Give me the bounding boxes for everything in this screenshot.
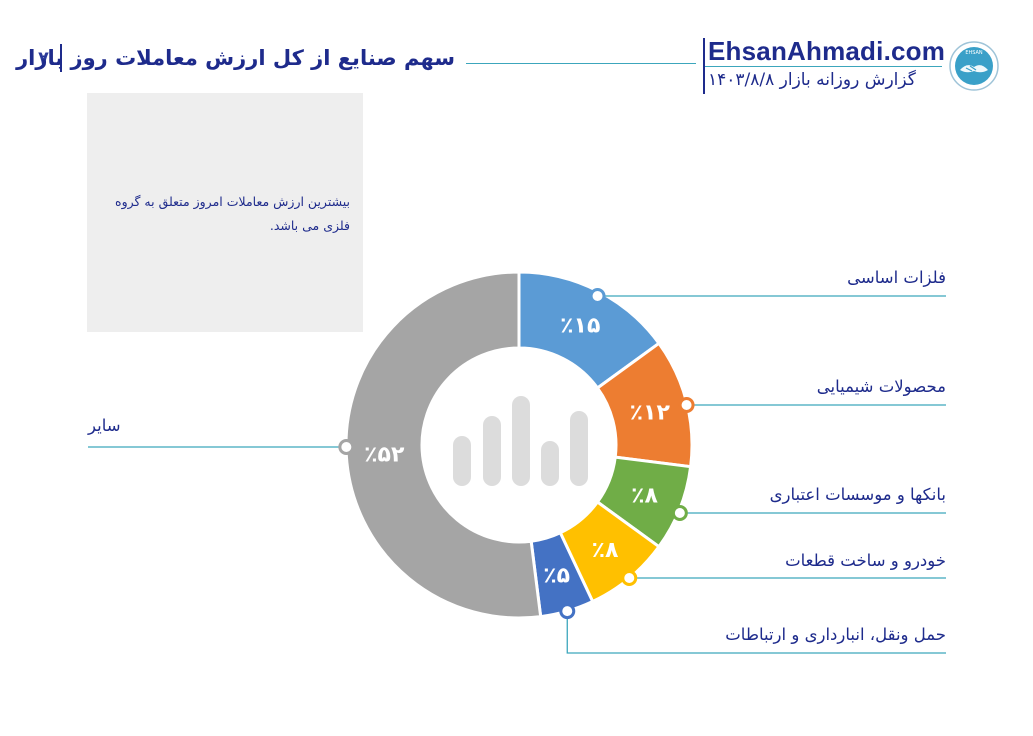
- slice-percent-label: ٪۱۲: [630, 400, 671, 425]
- legend-label: فلزات اساسی: [847, 268, 946, 287]
- title-underline: [466, 63, 696, 64]
- slice-percent-label: ٪۵۲: [364, 442, 405, 467]
- legend-label: بانکها و موسسات اعتباری: [769, 485, 946, 504]
- brand-divider: [703, 38, 943, 94]
- report-subtitle: گزارش روزانه بازار ۱۴۰۳/۸/۸: [708, 70, 916, 90]
- legend-label: سایر: [88, 416, 121, 435]
- slice-percent-label: ٪۵: [543, 564, 570, 589]
- slice-percent-label: ٪۱۵: [560, 314, 600, 339]
- leader-marker: [678, 397, 695, 413]
- legend-label: محصولات شیمیایی: [816, 377, 946, 396]
- leader-marker: [671, 505, 688, 521]
- page-title: سهم صنایع از کل ارزش معاملات روز بازار: [16, 46, 455, 70]
- brand-rule: [705, 66, 942, 67]
- slice-percent-label: ٪۸: [592, 538, 619, 563]
- logo-text: EHSAN: [965, 50, 983, 56]
- legend-label: حمل ونقل، انبارداری و ارتباطات: [725, 625, 946, 644]
- leader-marker: [559, 603, 576, 620]
- page-number-divider: [60, 44, 62, 72]
- page-number: ۷: [38, 48, 49, 69]
- brand-name: EhsanAhmadi.com: [708, 36, 946, 66]
- legend-label: خودرو و ساخت قطعات: [785, 551, 946, 570]
- leader-marker: [589, 288, 606, 304]
- slice-percent-label: ٪۸: [631, 484, 658, 509]
- leader-marker: [621, 570, 638, 586]
- handshake-logo-icon: EHSAN: [949, 41, 999, 91]
- note-box: [87, 93, 363, 332]
- note-text: بیشترین ارزش معاملات امروز متعلق به گروه…: [115, 194, 350, 233]
- leader-marker: [338, 439, 355, 455]
- bar-chart-icon: [453, 396, 588, 486]
- leader-line: [566, 611, 946, 654]
